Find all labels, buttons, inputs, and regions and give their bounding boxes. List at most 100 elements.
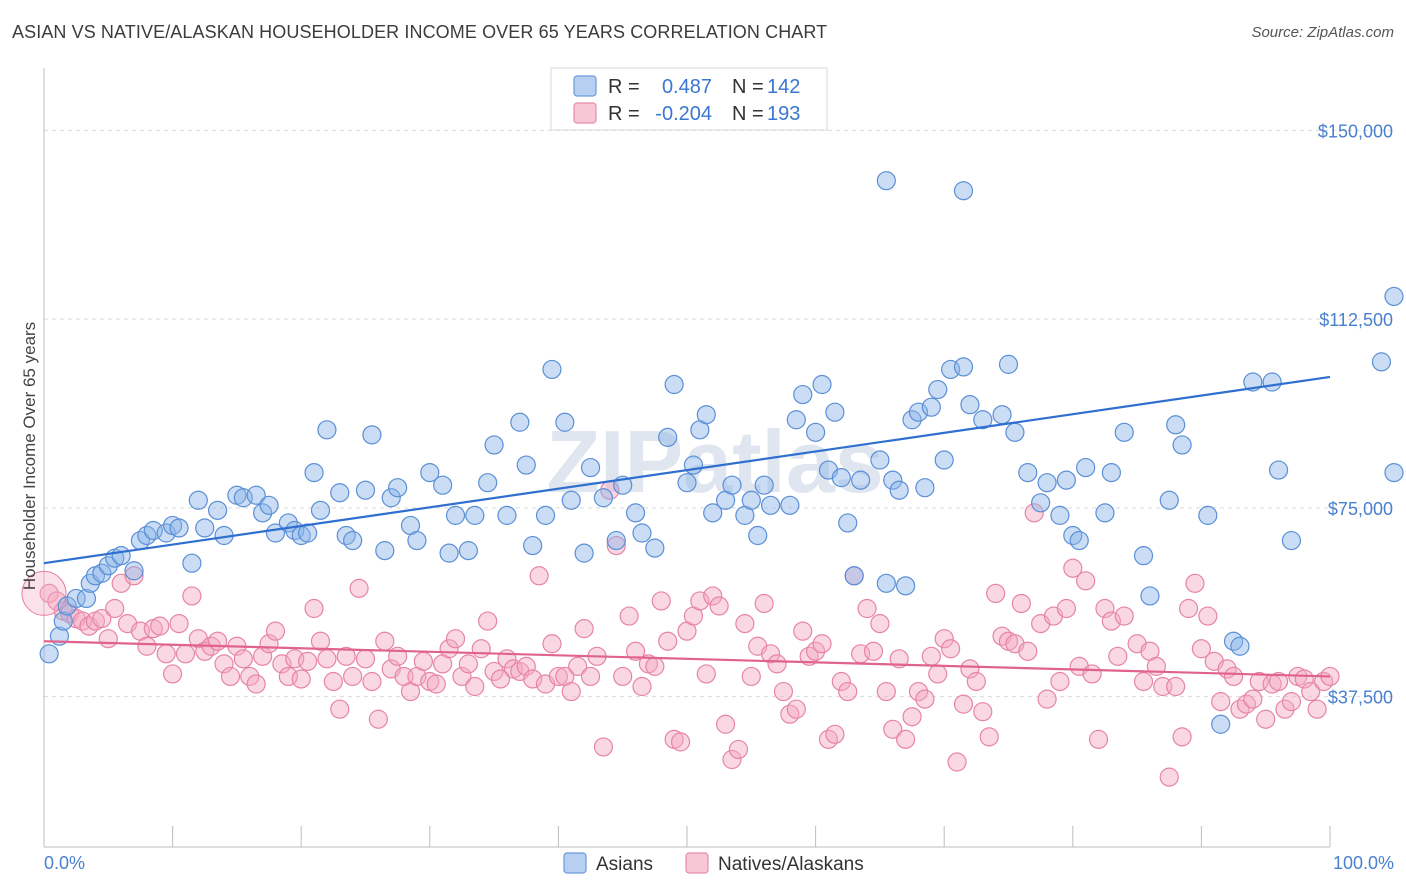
- asian-point: [330, 483, 350, 503]
- asian-point: [439, 543, 459, 563]
- asian-point: [793, 384, 813, 405]
- native-point: [105, 598, 125, 619]
- native-point: [574, 619, 594, 639]
- native-point: [1082, 664, 1102, 684]
- native-point: [484, 661, 504, 682]
- native-point: [542, 634, 562, 654]
- series-legend: Asians Natives/Alaskans: [563, 852, 864, 875]
- asian-point: [407, 530, 427, 551]
- asian-point: [169, 518, 189, 538]
- native-trend-line: [43, 640, 1331, 678]
- native-point: [137, 636, 157, 656]
- native-point: [291, 669, 311, 689]
- native-point: [773, 681, 794, 702]
- asian-point: [259, 495, 279, 515]
- native-point: [1076, 571, 1096, 591]
- asian-point: [876, 171, 896, 191]
- asian-point: [484, 435, 504, 455]
- asian-point: [645, 538, 665, 558]
- asian-point: [195, 518, 215, 538]
- legend-n-label-2: N =: [732, 103, 764, 125]
- native-point: [670, 732, 691, 752]
- bottom-legend-asian-swatch: [563, 852, 587, 874]
- native-point: [330, 699, 350, 719]
- native-point: [1088, 729, 1109, 749]
- native-point: [1294, 669, 1314, 689]
- bottom-legend-native-label: Natives/Alaskans: [718, 854, 864, 875]
- native-point: [1275, 699, 1295, 719]
- legend-r-value-1: 0.487: [662, 76, 712, 98]
- native-point: [465, 676, 485, 697]
- native-point: [1178, 598, 1199, 619]
- bottom-legend-native-swatch: [685, 852, 709, 874]
- asian-point: [1031, 493, 1051, 513]
- asian-point: [1056, 470, 1076, 490]
- y-ticks: $37,500 $75,000 $112,500 $150,000: [1318, 121, 1393, 707]
- native-point: [979, 727, 999, 747]
- native-point: [304, 598, 324, 619]
- native-point: [857, 598, 877, 619]
- asian-point: [844, 566, 864, 586]
- asian-point: [696, 405, 716, 425]
- asian-point: [838, 513, 858, 533]
- native-point: [953, 694, 974, 714]
- native-point: [580, 666, 601, 687]
- asian-trend-line: [43, 375, 1331, 565]
- native-point: [1037, 689, 1057, 709]
- asian-point: [478, 473, 498, 493]
- native-point: [960, 659, 980, 679]
- asian-point: [902, 410, 922, 430]
- asian-point: [1262, 372, 1282, 392]
- native-point: [452, 666, 472, 687]
- native-point: [375, 631, 395, 651]
- native-point: [1011, 593, 1031, 614]
- asian-point: [606, 530, 626, 551]
- asian-point: [1114, 422, 1134, 442]
- native-point: [1223, 666, 1244, 687]
- asian-point: [748, 525, 768, 546]
- native-point: [1024, 503, 1044, 523]
- native-point: [1185, 573, 1205, 593]
- native-point: [651, 591, 671, 611]
- native-point: [458, 654, 478, 674]
- asian-point: [677, 473, 697, 493]
- native-point: [98, 629, 118, 649]
- native-point: [863, 641, 884, 661]
- asian-point: [76, 588, 97, 609]
- asian-point: [510, 412, 530, 432]
- asian-point: [574, 543, 594, 563]
- native-point: [1268, 671, 1289, 692]
- native-point: [921, 646, 941, 666]
- native-point: [163, 664, 183, 684]
- legend-r-value-2: -0.204: [655, 103, 712, 125]
- asian-point: [310, 500, 331, 520]
- bottom-legend-asian-label: Asians: [596, 854, 653, 875]
- asian-point: [355, 480, 376, 500]
- native-point: [240, 666, 260, 687]
- asian-point: [343, 530, 363, 551]
- asian-point: [580, 457, 601, 478]
- asian-point: [812, 374, 832, 395]
- native-point: [722, 749, 742, 770]
- native-point: [1101, 611, 1121, 631]
- native-point: [471, 639, 491, 659]
- native-point: [818, 729, 839, 749]
- asian-point: [1371, 352, 1392, 372]
- legend-n-value-1: 142: [767, 76, 800, 98]
- asian-point: [1230, 636, 1250, 656]
- native-point: [1198, 606, 1218, 626]
- native-point: [613, 666, 633, 687]
- stats-legend: R = 0.487 N = 142 R = -0.204 N = 193: [550, 67, 828, 131]
- asian-point: [1384, 286, 1404, 307]
- native-point: [214, 654, 234, 674]
- native-point: [1108, 646, 1128, 666]
- asian-point: [825, 402, 845, 422]
- native-point: [831, 671, 851, 692]
- asian-point: [664, 374, 684, 395]
- native-point: [619, 606, 639, 626]
- native-point: [735, 613, 755, 634]
- native-point: [478, 611, 498, 631]
- asian-point: [1159, 490, 1179, 510]
- native-point: [799, 646, 819, 666]
